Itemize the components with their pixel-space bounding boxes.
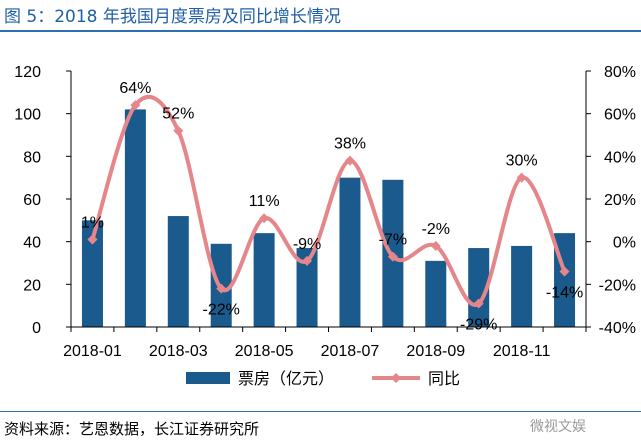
legend-line-marker — [391, 373, 401, 383]
x-tick-label: 2018-11 — [493, 343, 551, 360]
y-right-tick-label: 80% — [604, 64, 636, 81]
yoy-point-2018-05 — [259, 213, 270, 224]
y-right-tick-label: 0% — [613, 235, 636, 252]
yoy-data-label: -7% — [379, 232, 407, 249]
yoy-point-2018-03 — [173, 125, 184, 136]
y-left-tick-label: 20 — [23, 277, 41, 294]
bar-2018-10 — [468, 248, 490, 327]
yoy-data-label: -14% — [546, 285, 583, 302]
yoy-data-label: 30% — [506, 153, 538, 170]
yoy-point-2018-08 — [387, 251, 398, 262]
legend-bar-swatch — [186, 372, 230, 384]
yoy-point-2018-01 — [87, 234, 98, 245]
bar-2018-05 — [253, 233, 275, 327]
source-rule — [0, 411, 641, 412]
y-right-tick-label: -40% — [599, 320, 636, 337]
yoy-data-label: -22% — [203, 302, 240, 319]
x-tick-label: 2018-01 — [63, 343, 122, 360]
bar-2018-02 — [124, 109, 146, 328]
source-note: 资料来源：艺恩数据，长江证券研究所 — [4, 420, 260, 438]
yoy-point-2018-06 — [302, 255, 313, 266]
x-tick-label: 2018-09 — [406, 343, 465, 360]
y-left-tick-label: 120 — [14, 64, 41, 81]
yoy-data-label: -29% — [460, 317, 497, 334]
bar-2018-07 — [339, 177, 361, 327]
yoy-point-2018-11 — [516, 172, 527, 183]
yoy-data-label: 1% — [81, 215, 104, 232]
x-tick-label: 2018-07 — [321, 343, 380, 360]
yoy-line — [90, 94, 567, 307]
y-left-tick-label: 100 — [14, 107, 41, 124]
yoy-point-2018-10 — [473, 298, 484, 309]
yoy-data-label: 11% — [249, 193, 280, 210]
legend-bar-label: 票房（亿元） — [238, 370, 334, 388]
title-rule — [0, 30, 641, 32]
watermark: 微视文娱 — [530, 419, 586, 435]
yoy-point-2018-09 — [430, 240, 441, 251]
y-left-tick-label: 80 — [23, 149, 41, 166]
y-left-tick-label: 60 — [23, 192, 41, 209]
bar-2018-01 — [81, 220, 103, 327]
bar-2018-06 — [296, 248, 318, 327]
y-left-tick-label: 0 — [32, 320, 41, 337]
yoy-point-2018-02 — [130, 100, 141, 111]
yoy-point-2018-12 — [559, 266, 570, 277]
chart: 0 20 40 60 80 100 120 -40% -20% 0% 20% 40% 60% 80% 201… — [14, 64, 636, 388]
bar-2018-09 — [425, 260, 447, 327]
yoy-data-label: 64% — [119, 80, 151, 97]
bar-2018-03 — [167, 216, 189, 327]
y-left-tick-label: 40 — [23, 235, 41, 252]
y-right-tick-label: 60% — [604, 107, 636, 124]
figure-title: 图 5：2018 年我国月度票房及同比增长情况 — [4, 7, 341, 27]
y-right-tick-label: -20% — [599, 277, 636, 294]
yoy-data-label: -2% — [422, 221, 450, 238]
x-tick-label: 2018-05 — [235, 343, 294, 360]
legend-line-label: 同比 — [428, 370, 460, 388]
y-right-tick-label: 40% — [604, 149, 636, 166]
x-tick-label: 2018-03 — [149, 343, 208, 360]
y-right-tick-label: 20% — [604, 192, 636, 209]
yoy-data-label: -9% — [293, 236, 321, 253]
yoy-point-2018-04 — [216, 283, 227, 294]
yoy-data-label: 52% — [162, 106, 194, 123]
bar-2018-11 — [511, 245, 533, 327]
yoy-point-2018-07 — [344, 155, 355, 166]
yoy-data-label: 38% — [334, 136, 366, 153]
